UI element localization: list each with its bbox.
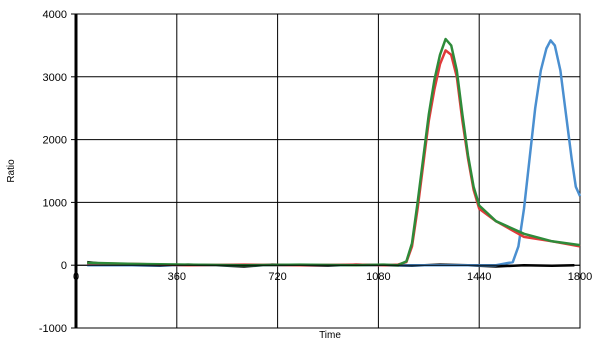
y-tick-label: 4000 bbox=[43, 9, 67, 21]
y-tick-label: -1000 bbox=[39, 323, 67, 335]
x-tick-label: 1440 bbox=[467, 271, 491, 283]
x-tick-label: 720 bbox=[268, 271, 286, 283]
axes bbox=[71, 13, 580, 329]
x-tick-label: 1080 bbox=[366, 271, 390, 283]
plot-frame bbox=[75, 13, 581, 329]
tick-labels: 0 360 720 1080 1440 1800 -1000 0 1000 2000 3000 400… bbox=[39, 9, 592, 335]
x-tick-label: 0 bbox=[73, 271, 79, 283]
y-tick-label: 2000 bbox=[43, 135, 67, 147]
series-line-2 bbox=[87, 39, 582, 267]
y-tick-label: 0 bbox=[61, 260, 67, 272]
x-tick-label: 1800 bbox=[568, 271, 592, 283]
x-tick-label: 360 bbox=[168, 271, 186, 283]
y-axis-label: Ratio bbox=[6, 159, 17, 183]
series-group bbox=[87, 37, 582, 268]
y-tick-label: 3000 bbox=[43, 72, 67, 84]
series-line-3 bbox=[87, 49, 581, 267]
x-axis-label: Time bbox=[319, 330, 341, 341]
y-tick-label: 1000 bbox=[43, 197, 67, 209]
grid bbox=[75, 13, 581, 329]
series-line-4 bbox=[87, 37, 581, 267]
